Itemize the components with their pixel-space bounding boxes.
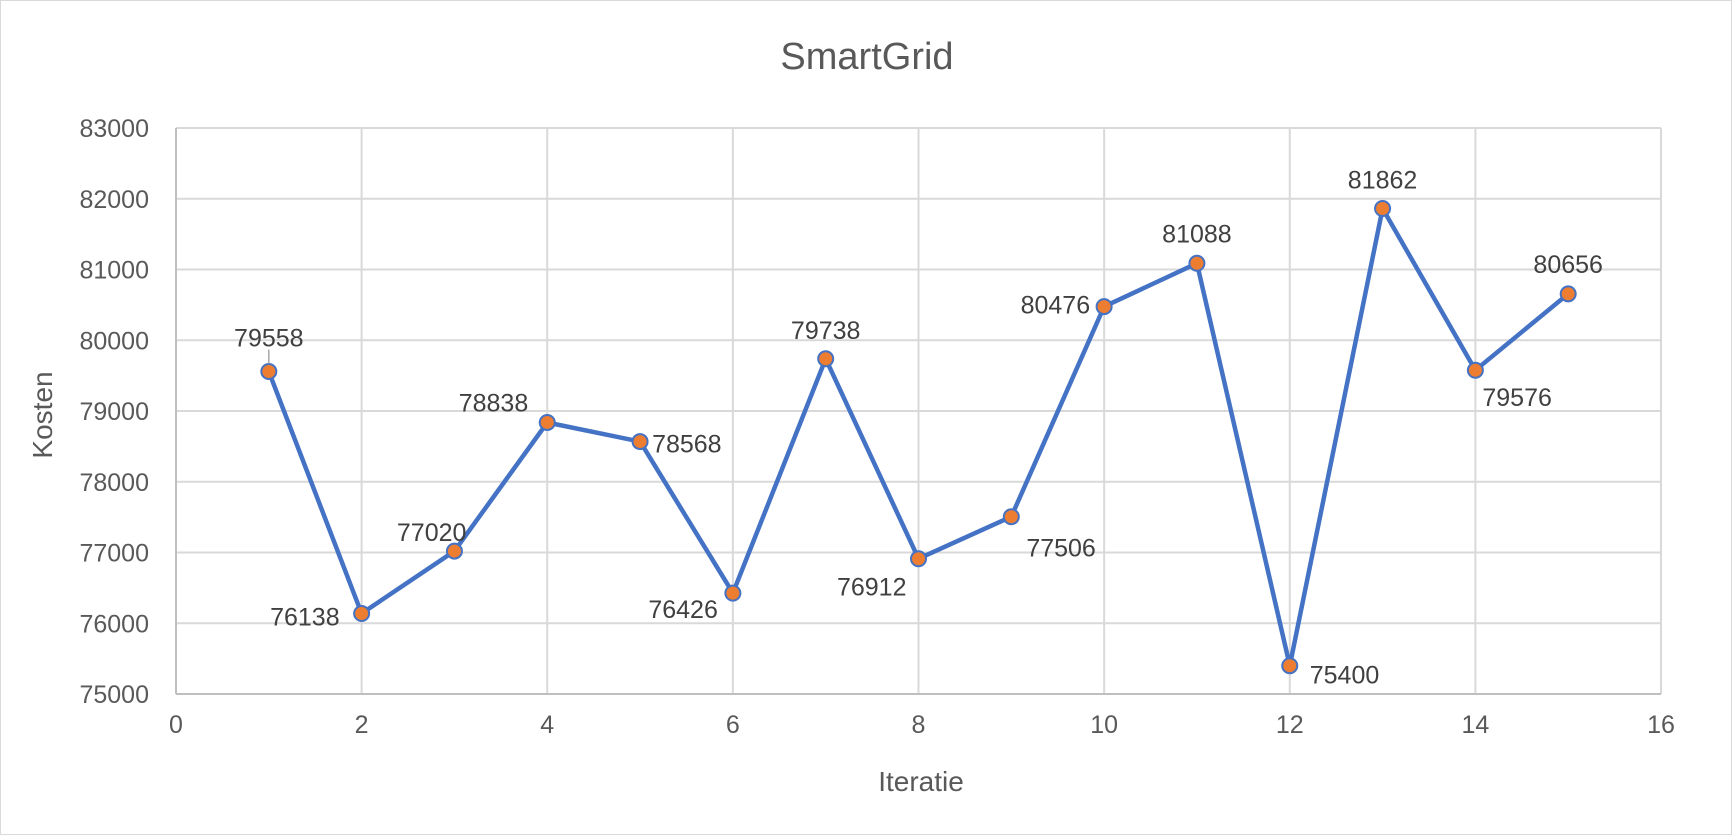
y-tick-label: 78000 [79, 469, 149, 497]
data-label: 78838 [459, 389, 529, 417]
y-tick-label: 76000 [79, 610, 149, 638]
y-tick-label: 80000 [79, 327, 149, 355]
x-tick-label: 12 [1276, 711, 1304, 739]
data-point [260, 363, 278, 381]
chart-title: SmartGrid [780, 36, 953, 78]
x-tick-label: 2 [355, 711, 369, 739]
data-point [817, 350, 835, 368]
data-point [1002, 508, 1020, 526]
data-labels: 79558 76138 77020 78838 78568 76426 79738 76912… [234, 167, 1603, 690]
data-point [631, 433, 649, 451]
data-point [910, 550, 927, 568]
x-tick-label: 10 [1090, 711, 1118, 739]
data-label: 76426 [648, 596, 718, 624]
axes [175, 128, 1661, 695]
data-point [724, 584, 742, 602]
data-label: 80476 [1021, 292, 1091, 320]
data-label: 78568 [652, 431, 722, 459]
data-label: 75400 [1310, 662, 1380, 690]
x-tick-label: 16 [1647, 711, 1675, 739]
x-tick-label: 0 [169, 711, 183, 739]
y-tick-label: 82000 [79, 186, 149, 214]
y-tick-label: 81000 [79, 257, 149, 285]
data-label: 79738 [791, 317, 861, 345]
data-label: 76138 [270, 603, 340, 631]
data-point [1559, 285, 1577, 303]
data-label: 81862 [1348, 167, 1418, 195]
data-point [353, 604, 371, 622]
data-point [1281, 657, 1299, 675]
x-tick-label: 6 [726, 711, 740, 739]
series [260, 200, 1577, 675]
tick-labels: 75000 76000 77000 78000 79000 80000 81000 82000… [79, 115, 1674, 739]
x-axis-title: Iteratie [878, 766, 964, 797]
y-axis-title: Kosten [27, 371, 58, 458]
data-point [1374, 200, 1392, 218]
x-tick-label: 4 [540, 711, 554, 739]
y-tick-label: 75000 [79, 681, 149, 709]
data-label: 79558 [234, 325, 304, 353]
x-tick-label: 8 [912, 711, 926, 739]
data-label: 81088 [1162, 220, 1232, 248]
data-point [445, 542, 463, 560]
data-label: 77020 [397, 519, 467, 547]
x-tick-label: 14 [1461, 711, 1489, 739]
gridlines [176, 127, 1662, 694]
data-label: 79576 [1482, 384, 1552, 412]
data-label: 80656 [1533, 251, 1603, 279]
data-point [1188, 254, 1206, 272]
data-point [538, 413, 556, 431]
data-label: 77506 [1026, 535, 1096, 563]
y-tick-label: 79000 [79, 398, 149, 426]
data-point [1095, 298, 1113, 316]
y-tick-label: 83000 [79, 115, 149, 143]
data-point [1466, 361, 1484, 379]
data-label: 76912 [837, 574, 907, 602]
y-tick-label: 77000 [79, 540, 149, 568]
